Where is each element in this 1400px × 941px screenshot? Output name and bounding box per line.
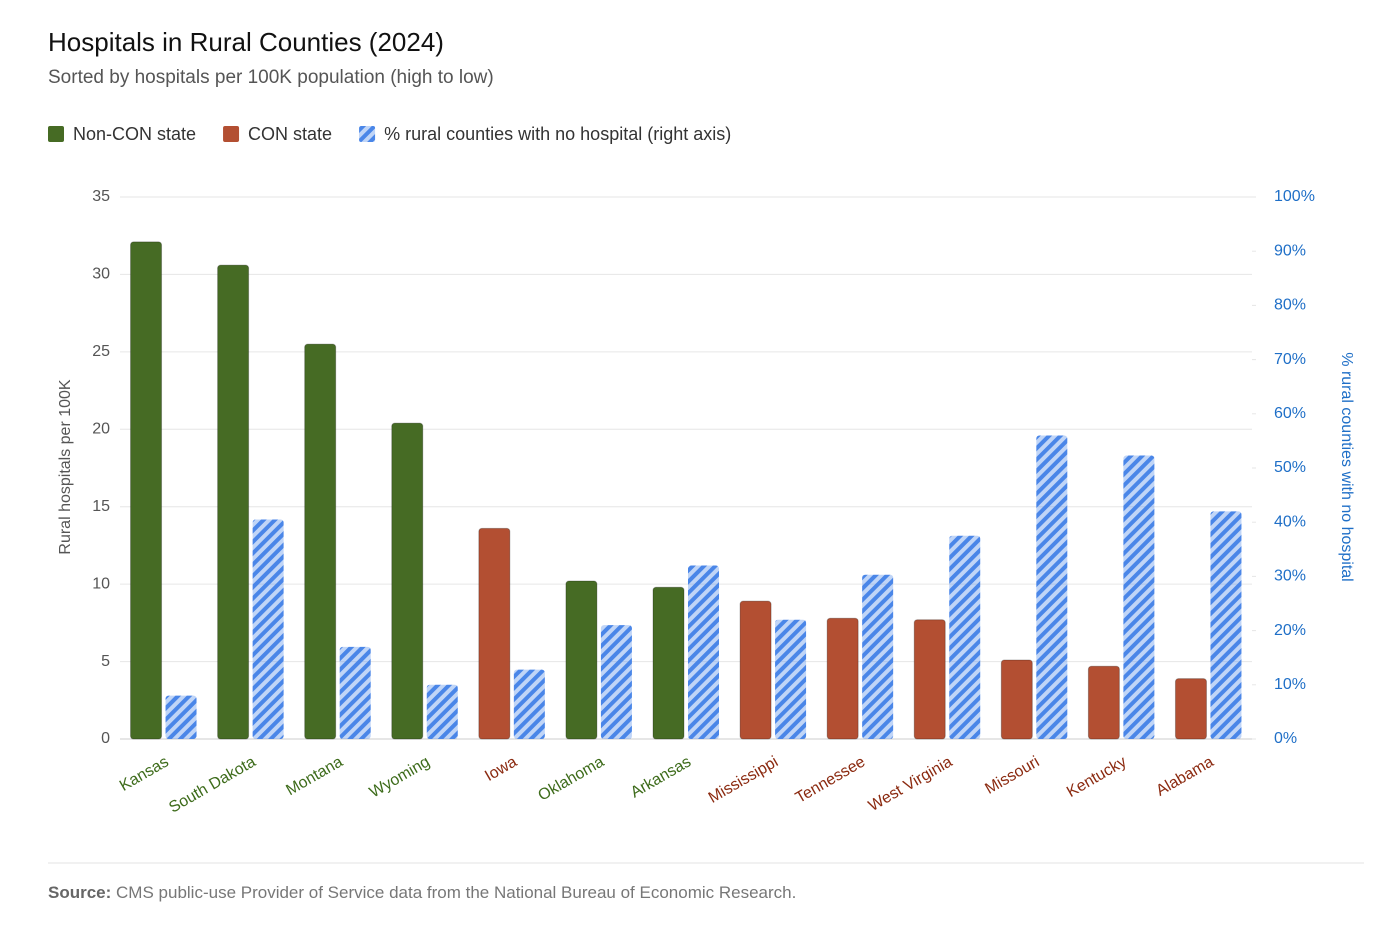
bar — [130, 241, 163, 740]
bar — [739, 600, 772, 740]
y2-tick-label: 40% — [1274, 513, 1306, 530]
legend-label: CON state — [248, 124, 332, 144]
y-tick-label: 35 — [92, 188, 110, 205]
bar — [949, 535, 981, 739]
y-tick-label: 20 — [92, 421, 110, 438]
source-text: CMS public-use Provider of Service data … — [116, 883, 796, 902]
y-tick-label: 30 — [92, 266, 110, 283]
bar — [565, 580, 598, 740]
bar — [426, 684, 458, 739]
y-tick-label: 15 — [92, 498, 110, 515]
x-tick-label: Mississippi — [706, 753, 781, 806]
x-tick-label: Tennessee — [793, 753, 869, 806]
bar — [304, 343, 337, 740]
bar — [862, 574, 894, 739]
bar — [1174, 678, 1207, 740]
x-tick-label: Iowa — [482, 753, 520, 785]
y2-tick-label: 0% — [1274, 730, 1297, 747]
bar — [913, 619, 946, 740]
source-label: Source: — [48, 883, 111, 902]
y2-tick-label: 70% — [1274, 351, 1306, 368]
x-tick-label: Alabama — [1153, 753, 1216, 799]
bar — [1087, 665, 1120, 740]
x-tick-label: Arkansas — [628, 753, 694, 801]
y-axis-label: Rural hospitals per 100K — [57, 379, 74, 555]
legend-swatch — [359, 126, 376, 142]
y2-tick-label: 90% — [1274, 242, 1306, 259]
x-tick-label: Kansas — [117, 753, 172, 794]
y2-tick-label: 20% — [1274, 622, 1306, 639]
bar — [252, 519, 284, 739]
x-tick-label: Oklahoma — [535, 753, 607, 804]
x-tick-label: Montana — [283, 753, 346, 799]
y2-tick-label: 50% — [1274, 459, 1306, 476]
y2-tick-label: 10% — [1274, 676, 1306, 693]
chart-subtitle: Sorted by hospitals per 100K population … — [48, 67, 494, 88]
legend-swatch — [48, 126, 64, 142]
y2-axis-label: % rural counties with no hospital — [1338, 352, 1355, 581]
bar — [600, 625, 632, 739]
bar — [165, 695, 197, 739]
x-tick-label: Wyoming — [367, 753, 433, 801]
bar — [391, 422, 424, 740]
bar — [1000, 659, 1033, 740]
y-tick-label: 0 — [101, 730, 110, 747]
bar — [217, 264, 250, 740]
x-tick-label: West Virginia — [866, 753, 956, 815]
y2-tick-label: 80% — [1274, 297, 1306, 314]
bar — [1036, 435, 1068, 739]
bar — [339, 646, 371, 739]
y-tick-label: 10 — [92, 575, 110, 592]
x-tick-label: South Dakota — [166, 753, 259, 816]
bar — [775, 619, 807, 739]
bar — [688, 565, 719, 739]
bar — [513, 669, 545, 739]
legend-label: Non-CON state — [73, 124, 196, 144]
bar — [826, 617, 859, 740]
y2-tick-label: 60% — [1274, 405, 1306, 422]
legend-swatch — [223, 126, 240, 142]
x-tick-label: Kentucky — [1064, 753, 1130, 801]
legend-label: % rural counties with no hospital (right… — [384, 124, 731, 144]
y-tick-label: 25 — [92, 343, 110, 360]
y2-tick-label: 30% — [1274, 568, 1306, 585]
source: Source: CMS public-use Provider of Servi… — [48, 883, 796, 902]
chart-title: Hospitals in Rural Counties (2024) — [48, 27, 444, 57]
bar — [1210, 511, 1242, 739]
x-tick-label: Missouri — [982, 753, 1042, 798]
bar — [478, 527, 511, 740]
y2-tick-label: 100% — [1274, 188, 1315, 205]
bar — [1123, 455, 1155, 739]
bar — [652, 586, 685, 740]
y-tick-label: 5 — [101, 653, 110, 670]
